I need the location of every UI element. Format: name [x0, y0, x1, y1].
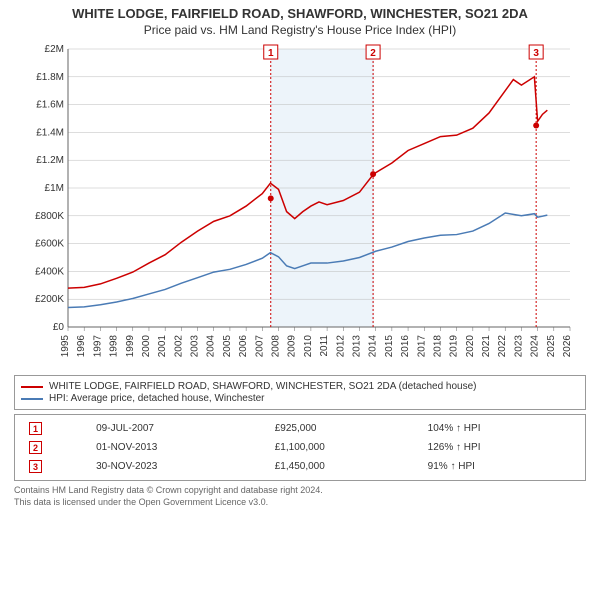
svg-text:2016: 2016 — [400, 335, 411, 358]
chart-title-block: WHITE LODGE, FAIRFIELD ROAD, SHAWFORD, W… — [0, 0, 600, 39]
svg-text:2009: 2009 — [287, 335, 298, 358]
svg-text:2005: 2005 — [222, 335, 233, 358]
svg-text:2013: 2013 — [351, 335, 362, 358]
svg-text:£1.8M: £1.8M — [36, 72, 64, 83]
legend-row: WHITE LODGE, FAIRFIELD ROAD, SHAWFORD, W… — [21, 381, 579, 392]
table-row: 2 01-NOV-2013 £1,100,000 126% ↑ HPI — [21, 438, 579, 457]
svg-text:2024: 2024 — [530, 335, 541, 358]
svg-text:2010: 2010 — [303, 335, 314, 358]
svg-text:2003: 2003 — [190, 335, 201, 358]
table-row: 3 30-NOV-2023 £1,450,000 91% ↑ HPI — [21, 457, 579, 476]
table-row: 1 09-JUL-2007 £925,000 104% ↑ HPI — [21, 419, 579, 438]
footnote-line: This data is licensed under the Open Gov… — [14, 497, 586, 509]
svg-text:2: 2 — [370, 48, 376, 59]
svg-text:£2M: £2M — [45, 44, 64, 55]
marker-badge: 2 — [29, 441, 42, 454]
legend-label: HPI: Average price, detached house, Winc… — [49, 393, 265, 404]
svg-text:1996: 1996 — [76, 335, 87, 358]
svg-text:2014: 2014 — [368, 335, 379, 358]
legend-label: WHITE LODGE, FAIRFIELD ROAD, SHAWFORD, W… — [49, 381, 477, 392]
legend-swatch — [21, 386, 43, 388]
svg-text:2015: 2015 — [384, 335, 395, 358]
svg-text:2023: 2023 — [513, 335, 524, 358]
svg-text:1999: 1999 — [125, 335, 136, 358]
sales-table: 1 09-JUL-2007 £925,000 104% ↑ HPI 2 01-N… — [14, 414, 586, 481]
sale-price: £925,000 — [267, 419, 420, 438]
svg-text:2006: 2006 — [238, 335, 249, 358]
chart-area: £0 £200K £400K £600K £800K £1M £1.2M £1.4M £1.6M… — [20, 39, 580, 369]
svg-text:£1.6M: £1.6M — [36, 100, 64, 111]
svg-text:1: 1 — [268, 48, 274, 59]
svg-text:£1.2M: £1.2M — [36, 155, 64, 166]
svg-text:2000: 2000 — [141, 335, 152, 358]
svg-text:2025: 2025 — [546, 335, 557, 358]
title-sub: Price paid vs. HM Land Registry's House … — [4, 23, 596, 37]
svg-text:£800K: £800K — [35, 211, 64, 222]
footnote-line: Contains HM Land Registry data © Crown c… — [14, 485, 586, 497]
svg-text:2021: 2021 — [481, 335, 492, 358]
svg-text:1998: 1998 — [109, 335, 120, 358]
svg-text:2001: 2001 — [157, 335, 168, 358]
svg-text:2002: 2002 — [173, 335, 184, 358]
svg-text:2017: 2017 — [416, 335, 427, 358]
svg-text:2018: 2018 — [432, 335, 443, 358]
sale-delta: 104% ↑ HPI — [420, 419, 579, 438]
sale-date: 01-NOV-2013 — [88, 438, 267, 457]
sale-date: 09-JUL-2007 — [88, 419, 267, 438]
footnote: Contains HM Land Registry data © Crown c… — [14, 485, 586, 508]
svg-text:2007: 2007 — [254, 335, 265, 358]
svg-text:2012: 2012 — [335, 335, 346, 358]
svg-text:£1M: £1M — [45, 183, 64, 194]
svg-text:£1.4M: £1.4M — [36, 127, 64, 138]
svg-text:1995: 1995 — [60, 335, 71, 358]
sale-delta: 126% ↑ HPI — [420, 438, 579, 457]
svg-text:2008: 2008 — [271, 335, 282, 358]
title-main: WHITE LODGE, FAIRFIELD ROAD, SHAWFORD, W… — [4, 6, 596, 21]
sale-delta: 91% ↑ HPI — [420, 457, 579, 476]
sale-price: £1,100,000 — [267, 438, 420, 457]
svg-text:2011: 2011 — [319, 335, 330, 357]
svg-text:2026: 2026 — [562, 335, 573, 358]
legend: WHITE LODGE, FAIRFIELD ROAD, SHAWFORD, W… — [14, 375, 586, 410]
chart-svg: £0 £200K £400K £600K £800K £1M £1.2M £1.4M £1.6M… — [20, 39, 580, 369]
sale-price: £1,450,000 — [267, 457, 420, 476]
svg-text:£600K: £600K — [35, 239, 64, 250]
svg-text:2020: 2020 — [465, 335, 476, 358]
svg-text:£0: £0 — [53, 322, 65, 333]
svg-text:1997: 1997 — [92, 335, 103, 358]
marker-badge: 1 — [29, 422, 42, 435]
sale-date: 30-NOV-2023 — [88, 457, 267, 476]
svg-text:2019: 2019 — [449, 335, 460, 358]
svg-text:2022: 2022 — [497, 335, 508, 358]
svg-text:2004: 2004 — [206, 335, 217, 358]
svg-text:£200K: £200K — [35, 294, 64, 305]
marker-badge: 3 — [29, 460, 42, 473]
legend-swatch — [21, 398, 43, 400]
svg-text:3: 3 — [533, 48, 539, 59]
legend-row: HPI: Average price, detached house, Winc… — [21, 393, 579, 404]
svg-text:£400K: £400K — [35, 266, 64, 277]
